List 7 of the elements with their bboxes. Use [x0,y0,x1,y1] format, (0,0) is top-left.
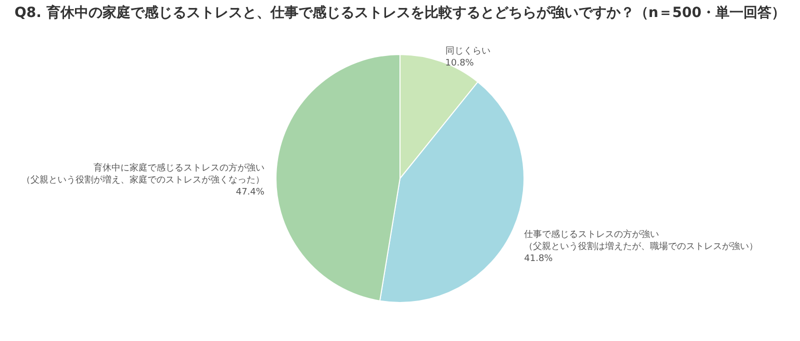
data-label: 10.8% [445,58,474,68]
data-label: 41.8% [524,254,554,264]
chart-title: Q8. 育休中の家庭で感じるストレスと、仕事で感じるストレスを比較するとどちらが強いですか？（n＝500・単一回答） [14,4,786,21]
slice-label: 育休中に家庭で感じるストレスの方が強い（父親という役割が増え、家庭でのストレスが強くなった） [21,162,264,186]
data-label: 47.4% [236,187,265,198]
slice-label: 同じくらい [445,46,490,56]
slice-label: 仕事で感じるストレスの方が強い（父親という役割は増えたが、職場でのストレスが強い） [524,229,758,252]
